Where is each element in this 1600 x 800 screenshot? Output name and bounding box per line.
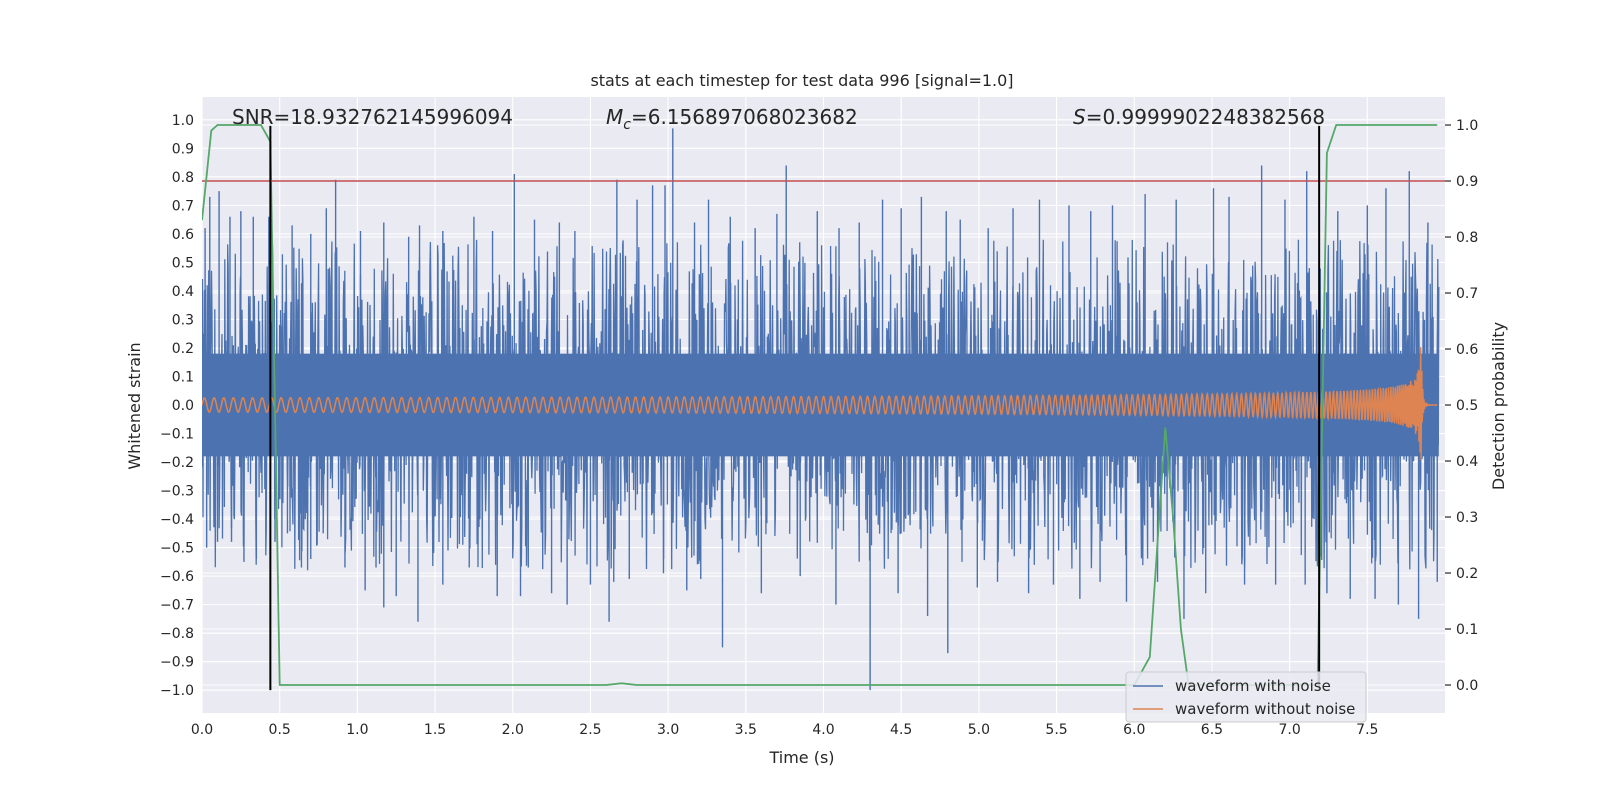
- y-tick-label: −0.8: [160, 626, 194, 642]
- y2-tick-label: 0.5: [1456, 398, 1478, 414]
- y-tick-label: 0.1: [172, 369, 194, 385]
- y-tick-label: −0.7: [160, 598, 194, 614]
- y-tick-label: −0.6: [160, 569, 194, 585]
- x-tick-label: 5.5: [1045, 722, 1067, 738]
- s-symbol: S: [1073, 105, 1086, 129]
- y2-tick-label: 0.1: [1456, 622, 1478, 638]
- y-tick-label: −0.3: [160, 484, 194, 500]
- y-tick-label: −0.9: [160, 655, 194, 671]
- y-tick-label: −0.1: [160, 427, 194, 443]
- x-axis-label: Time (s): [768, 748, 834, 767]
- x-tick-label: 2.5: [579, 722, 601, 738]
- s-value: =0.9999902248382568: [1086, 105, 1325, 129]
- y-tick-label: 1.0: [172, 113, 194, 129]
- y2-tick-label: 0.2: [1456, 566, 1478, 582]
- series-waveform-without-noise: [202, 347, 1438, 461]
- y-tick-label: −0.4: [160, 512, 194, 528]
- legend: waveform with noise waveform without noi…: [1125, 671, 1367, 723]
- plot-content: [202, 124, 1445, 691]
- y2-tick-label: 0.7: [1456, 286, 1478, 302]
- y-tick-label: 0.0: [172, 398, 194, 414]
- noise-core-band: [202, 353, 1439, 457]
- y-axis-label: Whitened strain: [125, 342, 144, 469]
- y2-tick-label: 0.0: [1456, 678, 1478, 694]
- legend-box: [1125, 671, 1367, 723]
- x-tick-label: 0.0: [191, 722, 213, 738]
- x-tick-label: 5.0: [968, 722, 990, 738]
- chart-title: stats at each timestep for test data 996…: [590, 71, 1013, 90]
- x-tick-label: 0.5: [269, 722, 291, 738]
- chirp-mass-annotation: Mc=6.156897068023682: [606, 105, 858, 133]
- y-tick-label: −0.2: [160, 455, 194, 471]
- y-tick-label: 0.6: [172, 227, 194, 243]
- x-tick-label: 6.5: [1201, 722, 1223, 738]
- vertical-lines: [269, 125, 1321, 691]
- x-tick-label: 3.5: [735, 722, 757, 738]
- x-tick-label: 3.0: [657, 722, 679, 738]
- snr-annotation: SNR=18.932762145996094: [232, 105, 513, 129]
- y2-tick-label: 0.4: [1456, 454, 1478, 470]
- y-tick-label: 0.4: [172, 284, 194, 300]
- y2-tick-label: 0.8: [1456, 230, 1478, 246]
- y2-tick-label: 1.0: [1456, 118, 1478, 134]
- y-tick-label: 0.9: [172, 141, 194, 157]
- y2-tick-label: 0.3: [1456, 510, 1478, 526]
- x-tick-label: 1.0: [346, 722, 368, 738]
- chirp-waveform-line: [202, 347, 1438, 461]
- x-tick-label: 7.0: [1278, 722, 1300, 738]
- y-tick-label: 0.2: [172, 341, 194, 357]
- s-annotation: S=0.9999902248382568: [1073, 105, 1325, 129]
- y-tick-label: 0.3: [172, 312, 194, 328]
- mc-symbol: M: [606, 105, 623, 129]
- legend-label-waveform-with-noise: waveform with noise: [1175, 677, 1331, 695]
- x-tick-label: 1.5: [424, 722, 446, 738]
- x-tick-label: 2.0: [502, 722, 524, 738]
- y-axis-left: 1.0 0.9 0.8 0.7 0.6 0.5 0.4 0.3 0.2 0.1 0.0 −0.1 −0.…: [160, 113, 194, 699]
- y-tick-label: 0.5: [172, 255, 194, 271]
- y-axis-right: 1.0 0.9 0.8 0.7 0.6 0.5 0.4 0.3 0.2 0.1 0.0: [1445, 118, 1478, 694]
- x-tick-label: 7.5: [1356, 722, 1378, 738]
- y2-tick-label: 0.6: [1456, 342, 1478, 358]
- legend-label-waveform-without-noise: waveform without noise: [1175, 700, 1355, 718]
- x-tick-label: 6.0: [1123, 722, 1145, 738]
- mc-value: =6.156897068023682: [631, 105, 858, 129]
- y2-axis-label: Detection probability: [1489, 322, 1508, 490]
- y-tick-label: −1.0: [160, 683, 194, 699]
- x-tick-label: 4.0: [812, 722, 834, 738]
- y-tick-label: 0.7: [172, 198, 194, 214]
- x-tick-label: 4.5: [890, 722, 912, 738]
- mc-subscript: c: [623, 117, 631, 133]
- y-tick-label: −0.5: [160, 541, 194, 557]
- y2-tick-label: 0.9: [1456, 174, 1478, 190]
- y-tick-label: 0.8: [172, 170, 194, 186]
- x-axis: 0.0 0.5 1.0 1.5 2.0 2.5 3.0 3.5 4.0 4.5 5.0 5.5 6.0 6…: [191, 722, 1379, 738]
